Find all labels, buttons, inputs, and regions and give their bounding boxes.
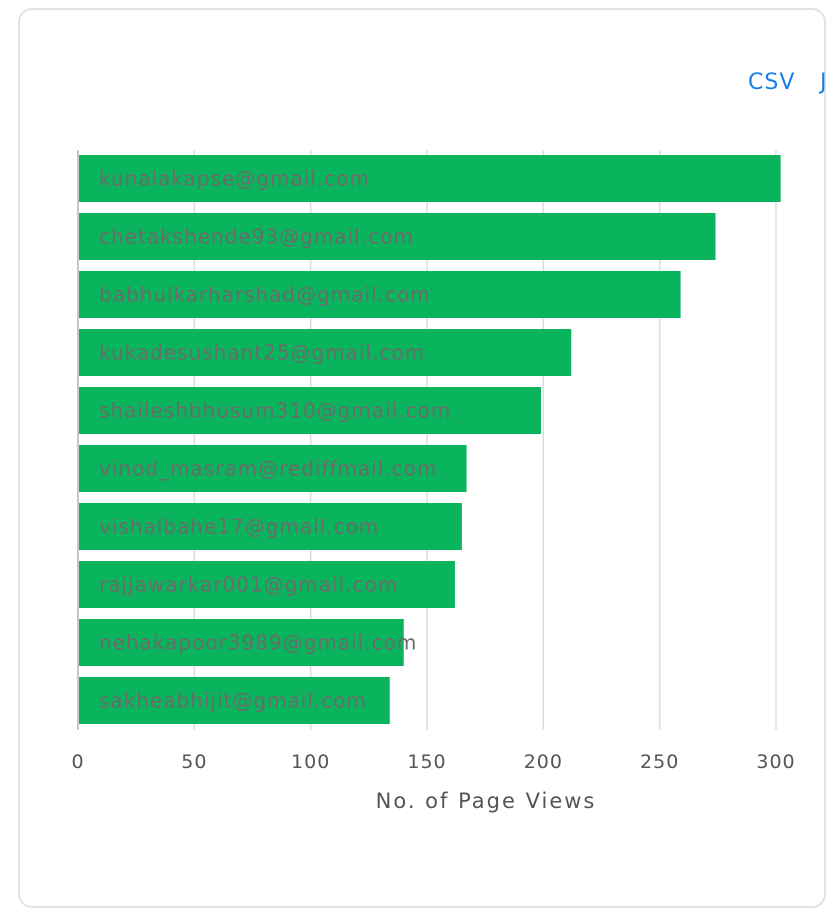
bar-chart: kunalakapse@gmail.com chetakshende93@gmai… [71,150,795,813]
bar[interactable] [79,387,542,434]
x-tick-label: 100 [291,751,330,773]
bar[interactable] [79,503,462,550]
bar-label: kukadesushant25@gmail.com [99,341,425,365]
bar[interactable] [79,445,467,492]
bar-label: chetakshende93@gmail.com [99,225,414,249]
bar-label: kunalakapse@gmail.com [99,167,370,191]
x-tick-label: 250 [640,751,679,773]
export-csv-link[interactable]: CSV [748,70,796,95]
x-tick-label: 300 [756,751,795,773]
bar-label: shaileshbhusum310@gmail.com [99,399,451,423]
bar-labels: kunalakapse@gmail.com chetakshende93@gmai… [99,167,451,713]
bar-label: vishalbahe17@gmail.com [99,515,379,539]
x-axis-ticks: 0 50 100 150 200 250 300 [71,751,795,773]
bar[interactable] [79,213,716,260]
x-axis-title: No. of Page Views [376,789,597,813]
bar-label: rajjawarkar001@gmail.com [99,573,398,597]
bars [79,155,781,724]
bar[interactable] [79,677,390,724]
x-tick-label: 150 [407,751,446,773]
x-tick-label: 200 [524,751,563,773]
bar[interactable] [79,619,404,666]
bar[interactable] [79,561,455,608]
bar[interactable] [79,329,572,376]
bar[interactable] [79,271,681,318]
export-json-link[interactable]: J [820,70,828,95]
x-tick-label: 50 [181,751,207,773]
bar-label: vinod_masram@rediffmail.com [99,457,437,481]
x-tick-label: 0 [71,751,84,773]
bar-label: sakheabhijit@gmail.com [99,689,367,713]
bar-label: nehakapoor3989@gmail.com [99,631,417,655]
bar-label: babhulkarharshad@gmail.com [99,283,431,307]
bar[interactable] [79,155,781,202]
